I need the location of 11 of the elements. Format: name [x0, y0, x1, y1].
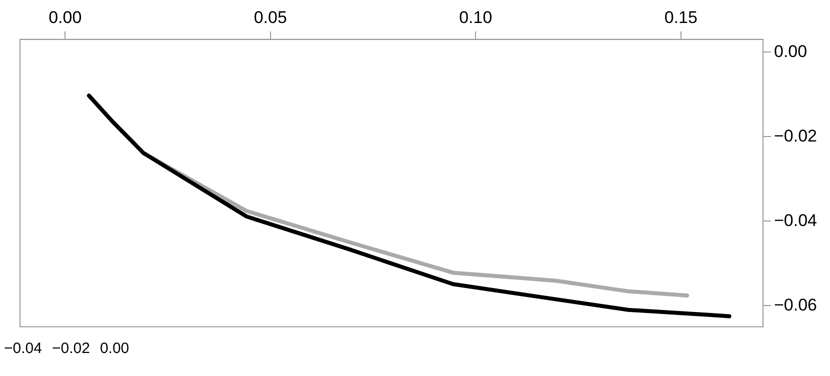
text: −0.04 [4, 340, 42, 357]
text: 0.00 [100, 340, 130, 357]
x-tick-label: 0.15 [664, 8, 698, 27]
x-tick-label: 0.10 [459, 8, 492, 27]
x-tick-label: 0.05 [254, 8, 287, 27]
y-tick-label: −0.02 [774, 126, 817, 146]
x-tick-label: 0.00 [48, 8, 82, 27]
text: −0.02 [52, 340, 90, 357]
y-tick-label: −0.06 [774, 295, 817, 314]
y-tick-label: 0.00 [774, 42, 808, 61]
y-tick-label: −0.04 [774, 210, 817, 230]
